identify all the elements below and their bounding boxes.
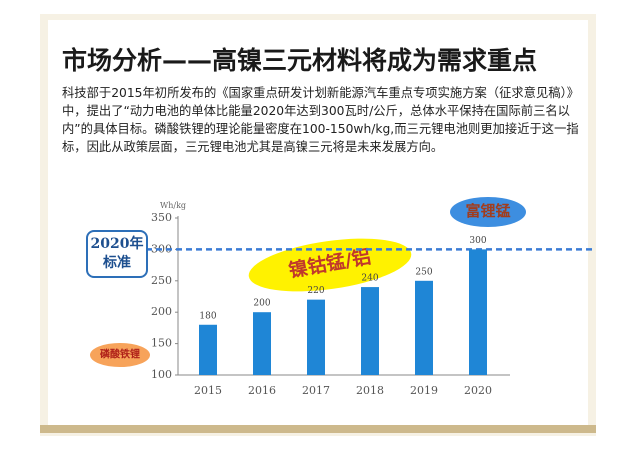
y-tick-label: 100 [151,368,172,381]
y-tick-label: 150 [151,337,172,350]
value-label: 200 [253,299,270,309]
slide-title: 市场分析——高镍三元材料将成为需求重点 [62,46,537,75]
value-label: 180 [199,311,216,321]
bar [199,324,217,375]
value-label: 220 [307,286,324,296]
bar [307,299,325,375]
value-label: 240 [361,274,378,284]
x-tick-label: 2017 [302,384,330,397]
body-text: 科技部于2015年初所发布的《国家重点研发计划新能源汽车重点专项实施方案（征求意… [62,86,580,154]
annotation-bubble [248,238,412,292]
x-tick-label: 2020 [464,384,492,397]
annotation-bubble [90,343,150,367]
x-tick-label: 2018 [356,384,384,397]
y-axis-label: Wh/kg [160,201,186,210]
annotation: 磷酸铁锂 [100,348,140,361]
y-tick-label: 250 [151,274,172,287]
value-label: 300 [469,236,486,246]
x-tick-label: 2019 [410,384,438,397]
annotation: 富锂锰 [465,202,510,220]
x-tick-label: 2015 [194,384,222,397]
y-tick-label: 350 [151,211,172,224]
bar [469,249,487,375]
value-label: 250 [415,267,432,277]
bar [253,312,271,375]
annotation-bubble [450,197,526,227]
reference-label: 2020年标准 [86,230,148,278]
bar [361,287,379,375]
y-tick-label: 200 [151,305,172,318]
bottom-bar [40,425,596,433]
x-tick-label: 2016 [248,384,276,397]
bar [415,280,433,375]
